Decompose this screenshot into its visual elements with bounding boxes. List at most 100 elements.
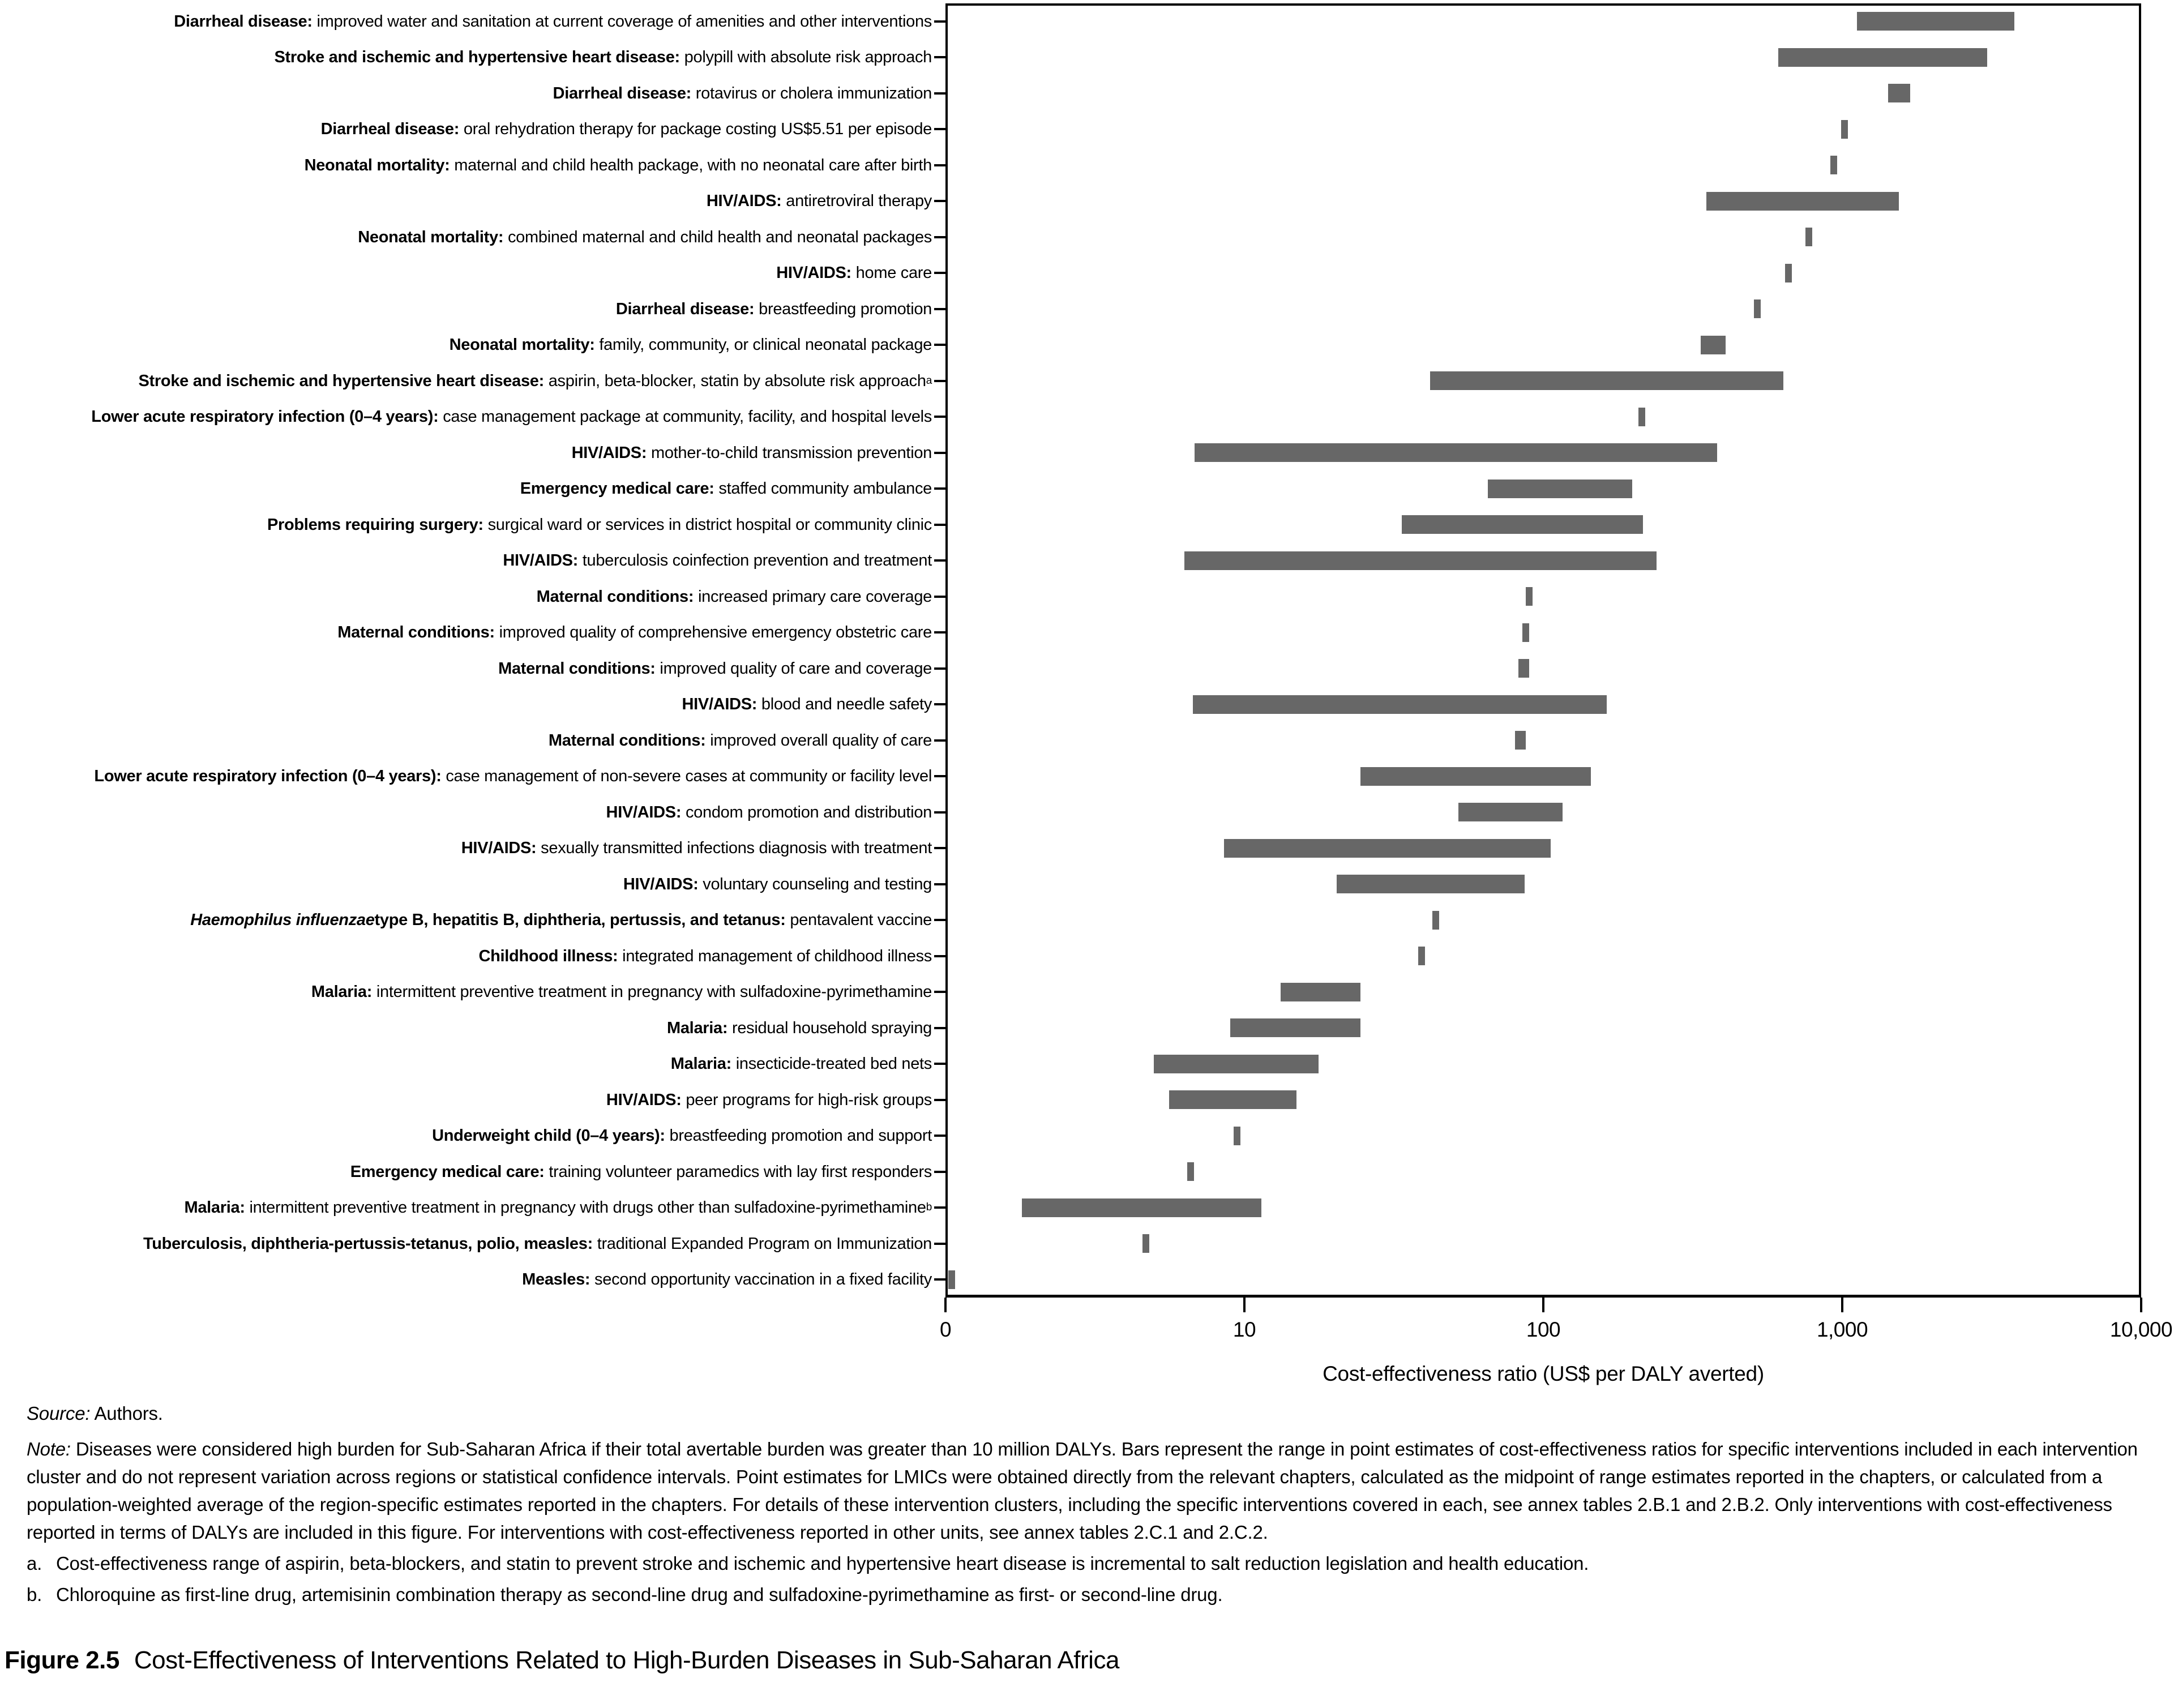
category-tick — [934, 919, 945, 922]
point-estimate-tick — [1785, 263, 1792, 282]
row-label: HIV/AIDS: mother-to-child transmission p… — [571, 443, 932, 462]
range-bar — [1458, 803, 1563, 822]
row-label: Lower acute respiratory infection (0–4 y… — [91, 408, 932, 426]
x-axis-tick — [2140, 1298, 2142, 1312]
range-bar — [1487, 479, 1633, 498]
row-label: Maternal conditions: increased primary c… — [536, 587, 932, 606]
source-text: Authors. — [94, 1403, 163, 1424]
notes-block: Source: Authors. Note: Diseases were con… — [27, 1399, 2158, 1608]
note-paragraph: Note: Diseases were considered high burd… — [27, 1435, 2158, 1546]
category-tick — [934, 1098, 945, 1101]
row-label: Diarrheal disease: breastfeeding promoti… — [615, 299, 932, 318]
row-label: HIV/AIDS: tuberculosis coinfection preve… — [503, 551, 932, 570]
range-bar — [1700, 335, 1726, 354]
row-label: Lower acute respiratory infection (0–4 y… — [94, 767, 932, 786]
category-tick — [934, 1278, 945, 1281]
category-tick — [934, 164, 945, 166]
range-bar — [1856, 12, 2014, 31]
category-tick — [934, 523, 945, 526]
point-estimate-tick — [1841, 119, 1848, 139]
row-label: Neonatal mortality: combined maternal an… — [358, 228, 932, 246]
row-label: Childhood illness: integrated management… — [478, 947, 932, 965]
category-tick — [934, 20, 945, 23]
category-tick — [934, 954, 945, 957]
row-label: Maternal conditions: improved overall qu… — [548, 731, 932, 750]
x-axis-tick-label: 1,000 — [1816, 1318, 1868, 1341]
category-tick — [934, 775, 945, 778]
category-tick — [934, 595, 945, 598]
category-tick — [934, 236, 945, 238]
point-estimate-tick — [1418, 947, 1426, 966]
range-bar — [1430, 371, 1784, 391]
note-text: Diseases were considered high burden for… — [27, 1439, 2138, 1543]
category-tick — [934, 991, 945, 994]
row-label: Problems requiring surgery: surgical war… — [267, 515, 932, 534]
range-bar — [1778, 48, 1987, 67]
point-estimate-tick — [1234, 1126, 1241, 1145]
point-estimate-tick — [1187, 1162, 1195, 1182]
row-label: HIV/AIDS: voluntary counseling and testi… — [623, 875, 932, 893]
range-bar — [1169, 1090, 1297, 1110]
range-bar — [1401, 515, 1644, 534]
x-axis-tick — [1542, 1298, 1544, 1312]
range-bar — [1281, 982, 1360, 1001]
category-tick — [934, 667, 945, 670]
category-tick — [934, 416, 945, 418]
range-bar — [1888, 84, 1911, 103]
row-label: Measles: second opportunity vaccination … — [522, 1270, 932, 1289]
row-label: Stroke and ischemic and hypertensive hea… — [274, 48, 932, 67]
row-label: Haemophilus influenzae type B, hepatitis… — [190, 911, 932, 930]
point-estimate-tick — [1522, 623, 1530, 642]
row-label: Neonatal mortality: maternal and child h… — [304, 156, 932, 174]
range-bar — [1184, 551, 1657, 570]
x-axis-tick — [944, 1298, 947, 1312]
category-tick — [934, 1170, 945, 1173]
figure-caption: Figure 2.5 Cost-Effectiveness of Interven… — [5, 1646, 1119, 1675]
point-estimate-tick — [948, 1270, 955, 1289]
point-estimate-tick — [1525, 587, 1533, 606]
category-tick — [934, 487, 945, 490]
x-axis-tick-label: 10,000 — [2109, 1318, 2173, 1341]
row-label: Tuberculosis, diphtheria-pertussis-tetan… — [143, 1234, 932, 1253]
figure-number: Figure 2.5 — [5, 1646, 119, 1674]
category-tick — [934, 1206, 945, 1209]
footnote-a: a. Cost-effectiveness range of aspirin, b… — [27, 1549, 2158, 1577]
category-tick — [934, 56, 945, 59]
x-axis-tick — [1243, 1298, 1246, 1312]
figure-title: Cost-Effectiveness of Interventions Rela… — [134, 1646, 1120, 1674]
row-label: Diarrheal disease: oral rehydration ther… — [320, 120, 932, 139]
category-tick — [934, 200, 945, 203]
note-label: Note: — [27, 1439, 71, 1459]
plot-area — [934, 3, 2141, 1298]
row-label: Underweight child (0–4 years): breastfee… — [432, 1127, 932, 1145]
category-tick — [934, 631, 945, 634]
footnote-a-marker: a. — [27, 1553, 42, 1574]
range-bar — [1336, 875, 1525, 894]
footnote-b-marker: b. — [27, 1584, 42, 1605]
point-estimate-tick — [1142, 1234, 1149, 1253]
x-axis-title: Cost-effectiveness ratio (US$ per DALY a… — [1323, 1362, 1764, 1385]
category-labels: Diarrheal disease: improved water and sa… — [0, 3, 932, 1298]
category-tick — [934, 344, 945, 346]
range-bar — [1230, 1018, 1360, 1038]
row-label: Malaria: insecticide-treated bed nets — [670, 1055, 932, 1073]
range-bar — [1154, 1054, 1319, 1073]
row-label: Emergency medical care: staffed communit… — [520, 480, 932, 498]
range-bar — [1360, 767, 1591, 786]
row-label: HIV/AIDS: condom promotion and distribut… — [606, 803, 932, 821]
category-tick — [934, 92, 945, 95]
row-label: Malaria: intermittent preventive treatme… — [311, 983, 932, 1001]
footnote-b-text: Chloroquine as first-line drug, artemisi… — [56, 1584, 1223, 1605]
category-tick — [934, 1242, 945, 1245]
point-estimate-tick — [1830, 156, 1837, 175]
x-axis-tick — [1841, 1298, 1843, 1312]
category-tick — [934, 128, 945, 131]
row-label: Maternal conditions: improved quality of… — [498, 659, 932, 678]
category-tick — [934, 451, 945, 454]
row-label: Malaria: intermittent preventive treatme… — [184, 1198, 932, 1217]
category-tick — [934, 1063, 945, 1065]
category-tick — [934, 272, 945, 275]
range-bar — [1706, 191, 1899, 211]
row-label: Diarrheal disease: rotavirus or cholera … — [553, 84, 932, 102]
